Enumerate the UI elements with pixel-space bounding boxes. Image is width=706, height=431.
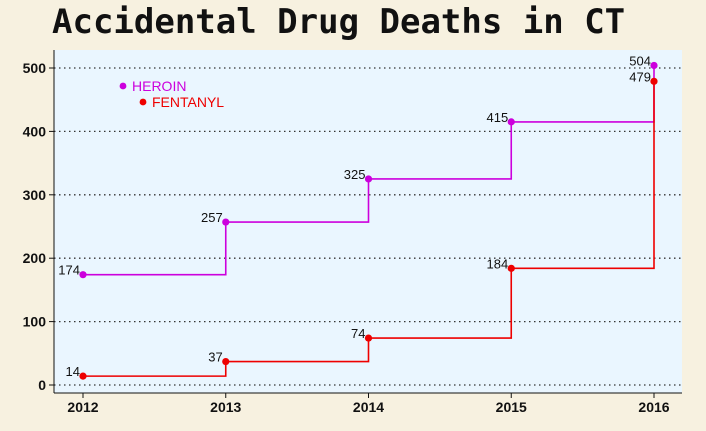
data-point	[507, 264, 515, 272]
data-label: 74	[351, 326, 365, 341]
series-group: 174 257 325 415 504 14 37 74 184 479	[58, 53, 658, 380]
data-label: 14	[66, 364, 80, 379]
data-label: 174	[58, 263, 80, 278]
y-tick-label: 300	[23, 187, 47, 203]
data-label: 37	[208, 350, 222, 365]
data-point	[364, 334, 373, 342]
data-label: 325	[344, 167, 366, 182]
data-label: 479	[629, 69, 651, 84]
data-point	[222, 357, 230, 366]
x-tick-label: 2013	[210, 399, 241, 415]
legend-marker	[119, 82, 127, 90]
x-tick-label: 2016	[638, 399, 669, 415]
data-point	[507, 118, 515, 126]
chart-title: Accidental Drug Deaths in CT	[52, 2, 626, 42]
y-tick-label: 100	[23, 314, 47, 330]
data-point	[222, 218, 230, 226]
x-tick-label: 2015	[496, 399, 527, 415]
data-label: 184	[487, 256, 509, 271]
x-tick-label: 2014	[353, 399, 384, 415]
y-tick-label: 500	[23, 60, 47, 76]
data-point	[364, 175, 373, 183]
data-point	[79, 271, 87, 279]
data-label: 415	[487, 110, 509, 125]
data-point	[650, 61, 658, 70]
y-tick-label: 0	[38, 377, 46, 393]
data-label: 504	[629, 53, 651, 68]
legend-label: HEROIN	[132, 78, 186, 94]
data-point	[650, 77, 658, 85]
data-point	[79, 372, 87, 380]
axes: 0 100 200 300 400 500 2012 2013 2014 2015 2016	[23, 50, 682, 415]
y-tick-label: 200	[23, 250, 47, 266]
x-tick-label: 2012	[67, 399, 98, 415]
legend-label: FENTANYL	[152, 94, 224, 110]
data-label: 257	[201, 210, 223, 225]
y-tick-label: 400	[23, 123, 47, 139]
legend-marker	[139, 98, 147, 106]
